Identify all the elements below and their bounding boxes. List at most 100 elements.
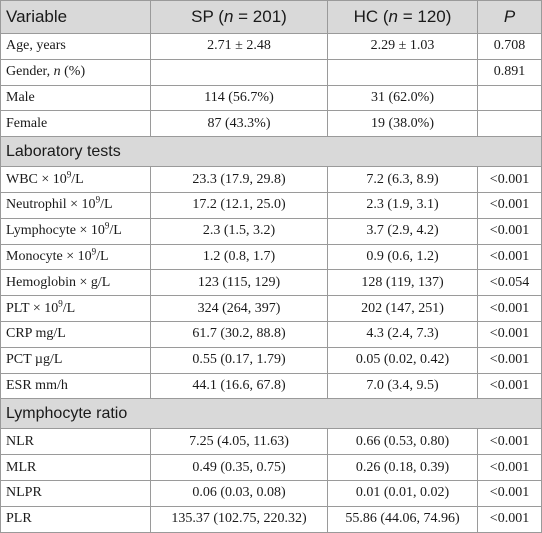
row-label: Gender, n (%)	[0, 58, 151, 86]
p-value: <0.001	[477, 320, 542, 348]
sp-value: 0.06 (0.03, 0.08)	[150, 479, 328, 507]
sp-value: 135.37 (102.75, 220.32)	[150, 505, 328, 533]
row-label: PLR	[0, 505, 151, 533]
table-row: Age, years 2.71 ± 2.48 2.29 ± 1.03 0.708	[0, 33, 542, 60]
hc-value: 7.2 (6.3, 8.9)	[327, 166, 478, 193]
table-row: Hemoglobin × g/L 123 (115, 129) 128 (119…	[0, 269, 542, 297]
table-row: ESR mm/h 44.1 (16.6, 67.8) 7.0 (3.4, 9.5…	[0, 372, 542, 400]
p-value: <0.001	[477, 217, 542, 245]
hc-value: 55.86 (44.06, 74.96)	[327, 505, 478, 533]
table-row: CRP mg/L 61.7 (30.2, 88.8) 4.3 (2.4, 7.3…	[0, 320, 542, 348]
row-label: Monocyte × 109/L	[0, 243, 151, 271]
table-row: Male 114 (56.7%) 31 (62.0%)	[0, 84, 542, 112]
table-row: Neutrophil × 109/L 17.2 (12.1, 25.0) 2.3…	[0, 191, 542, 219]
sp-value: 7.25 (4.05, 11.63)	[150, 428, 328, 456]
row-label: Female	[0, 110, 151, 138]
table-row: Gender, n (%) 0.891	[0, 58, 542, 86]
sp-value: 44.1 (16.6, 67.8)	[150, 372, 328, 400]
header-row: Variable SP (n = 201) HC (n = 120) P	[0, 0, 542, 34]
hc-value: 0.26 (0.18, 0.39)	[327, 454, 478, 481]
row-label-sup: 9	[104, 220, 110, 231]
table-row: PLR 135.37 (102.75, 220.32) 55.86 (44.06…	[0, 505, 542, 533]
sp-value: 1.2 (0.8, 1.7)	[150, 243, 328, 271]
table-row: NLR 7.25 (4.05, 11.63) 0.66 (0.53, 0.80)…	[0, 428, 542, 456]
header-sp-prefix: SP (	[191, 7, 224, 26]
section-row: Lymphocyte ratio	[0, 398, 542, 430]
sp-value: 23.3 (17.9, 29.8)	[150, 166, 328, 193]
row-label-suffix: /L	[100, 197, 113, 213]
row-label-suffix: /L	[96, 248, 109, 264]
hc-value: 0.05 (0.02, 0.42)	[327, 346, 478, 374]
row-label: CRP mg/L	[0, 320, 151, 348]
row-label: Male	[0, 84, 151, 112]
row-label: Hemoglobin × g/L	[0, 269, 151, 297]
p-value	[477, 84, 542, 112]
table-row: Lymphocyte × 109/L 2.3 (1.5, 3.2) 3.7 (2…	[0, 217, 542, 245]
row-label: Age, years	[0, 33, 151, 60]
sp-value	[150, 58, 328, 86]
p-value: <0.001	[477, 346, 542, 374]
header-hc: HC (n = 120)	[327, 0, 478, 34]
row-label-prefix: PLT × 10	[6, 300, 59, 316]
row-label-prefix: Monocyte × 10	[6, 248, 92, 264]
p-value: <0.001	[477, 191, 542, 219]
p-value: <0.001	[477, 295, 542, 322]
hc-value: 0.9 (0.6, 1.2)	[327, 243, 478, 271]
row-label-prefix: WBC × 10	[6, 171, 67, 187]
section-heading-laboratory: Laboratory tests	[0, 136, 542, 168]
sp-value: 0.55 (0.17, 1.79)	[150, 346, 328, 374]
row-label: ESR mm/h	[0, 372, 151, 400]
table-row: PCT µg/L 0.55 (0.17, 1.79) 0.05 (0.02, 0…	[0, 346, 542, 374]
p-value: <0.001	[477, 479, 542, 507]
p-value	[477, 110, 542, 138]
hc-value: 31 (62.0%)	[327, 84, 478, 112]
table-header: Variable SP (n = 201) HC (n = 120) P	[0, 0, 542, 34]
table-row: Monocyte × 109/L 1.2 (0.8, 1.7) 0.9 (0.6…	[0, 243, 542, 271]
table-row: MLR 0.49 (0.35, 0.75) 0.26 (0.18, 0.39) …	[0, 454, 542, 481]
sp-value: 324 (264, 397)	[150, 295, 328, 322]
p-value: <0.001	[477, 428, 542, 456]
p-value: <0.001	[477, 505, 542, 533]
header-hc-n: n	[388, 7, 398, 26]
row-label-sup: 9	[95, 194, 101, 205]
row-label-sup: 9	[66, 168, 72, 179]
row-label: MLR	[0, 454, 151, 481]
section-heading-lymphocyte-ratio: Lymphocyte ratio	[0, 398, 542, 430]
row-label: Neutrophil × 109/L	[0, 191, 151, 219]
sp-value: 114 (56.7%)	[150, 84, 328, 112]
row-label: PLT × 109/L	[0, 295, 151, 322]
table-row: PLT × 109/L 324 (264, 397) 202 (147, 251…	[0, 295, 542, 322]
header-sp-suffix: = 201)	[233, 7, 287, 26]
row-label-suffix: /L	[62, 300, 76, 316]
sp-value: 2.3 (1.5, 3.2)	[150, 217, 328, 245]
row-label-prefix: Gender,	[6, 64, 54, 80]
header-p: P	[477, 0, 542, 34]
row-label-suffix: /L	[71, 171, 84, 187]
row-label: PCT µg/L	[0, 346, 151, 374]
row-label: NLR	[0, 428, 151, 456]
sp-value: 61.7 (30.2, 88.8)	[150, 320, 328, 348]
p-value: 0.708	[477, 33, 542, 60]
header-hc-suffix: = 120)	[398, 7, 452, 26]
hc-value: 2.3 (1.9, 3.1)	[327, 191, 478, 219]
hc-value: 202 (147, 251)	[327, 295, 478, 322]
row-label-prefix: Neutrophil × 10	[6, 197, 96, 213]
p-value: <0.001	[477, 372, 542, 400]
p-value: <0.001	[477, 243, 542, 271]
hc-value	[327, 58, 478, 86]
hc-value: 0.66 (0.53, 0.80)	[327, 428, 478, 456]
hc-value: 7.0 (3.4, 9.5)	[327, 372, 478, 400]
hc-value: 4.3 (2.4, 7.3)	[327, 320, 478, 348]
hc-value: 0.01 (0.01, 0.02)	[327, 479, 478, 507]
header-sp: SP (n = 201)	[150, 0, 328, 34]
header-hc-prefix: HC (	[353, 7, 389, 26]
sp-value: 87 (43.3%)	[150, 110, 328, 138]
table-row: Female 87 (43.3%) 19 (38.0%)	[0, 110, 542, 138]
row-label-sup: 9	[58, 297, 63, 308]
hc-value: 19 (38.0%)	[327, 110, 478, 138]
row-label: NLPR	[0, 479, 151, 507]
row-label: Lymphocyte × 109/L	[0, 217, 151, 245]
sp-value: 17.2 (12.1, 25.0)	[150, 191, 328, 219]
sp-value: 123 (115, 129)	[150, 269, 328, 297]
